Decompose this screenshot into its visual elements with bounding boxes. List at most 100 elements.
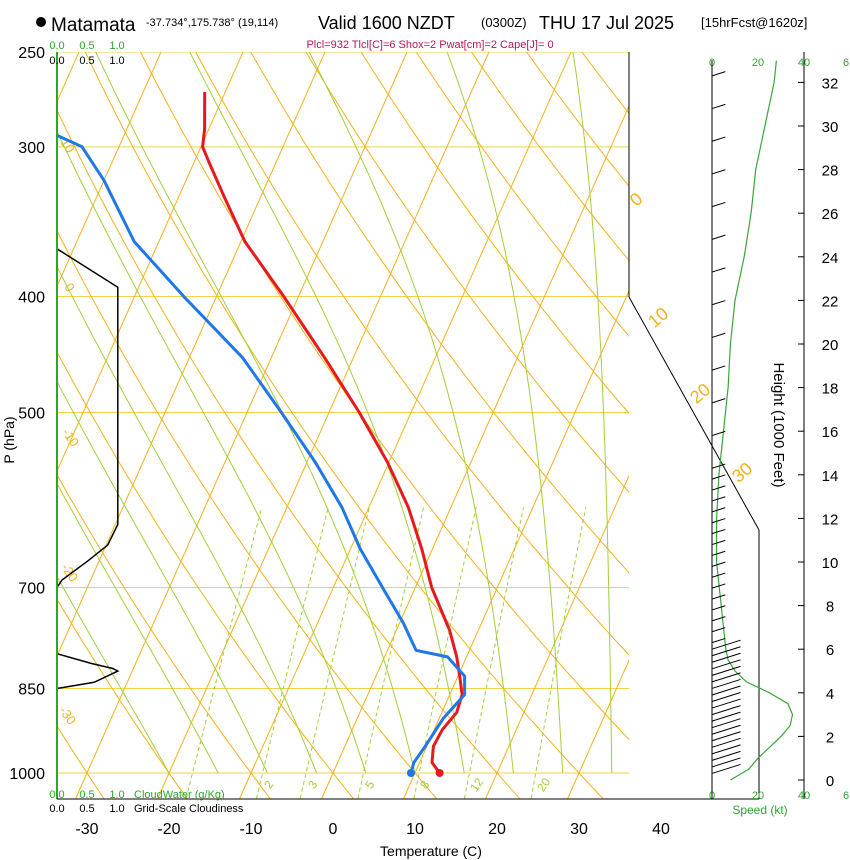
isotherm-label: 10 <box>644 303 672 331</box>
moist-adiabat-line <box>57 130 367 774</box>
sounding-profiles <box>57 91 467 777</box>
dry-adiabat-line <box>250 52 629 574</box>
wind-barb <box>711 731 741 742</box>
isotherm-line <box>57 52 326 658</box>
isotherm-line <box>485 474 629 799</box>
mixing-ratio-line <box>464 507 524 799</box>
wind-barb <box>711 398 726 404</box>
height-axis-title: Height (1000 Feet) <box>770 362 787 487</box>
mixing-ratio-label: 12 <box>467 775 486 794</box>
speed-tick-top: 20 <box>752 57 764 69</box>
wind-barb <box>711 430 726 437</box>
dry-adiabat-line <box>139 52 629 741</box>
speed-axis-label: Speed (kt) <box>732 803 787 817</box>
moist-adiabat-line <box>446 52 564 774</box>
isotherm-line <box>57 52 244 473</box>
pressure-tick: 300 <box>18 140 45 157</box>
mixing-ratio-label: 3 <box>305 778 320 792</box>
speed-tick-bottom: 40 <box>798 790 810 802</box>
wind-barb <box>711 692 741 702</box>
isotherm-line <box>57 52 162 288</box>
height-tick: 28 <box>822 163 839 180</box>
isobar-lines <box>57 52 629 774</box>
isotherm-line <box>567 659 629 799</box>
height-tick: 0 <box>826 773 834 790</box>
dry-adiabat-label: -10 <box>59 425 82 449</box>
wind-barb <box>711 583 726 589</box>
wind-barb <box>711 763 741 774</box>
bottom-cloudiness-scale-label: 1.0 <box>109 803 124 815</box>
top-cloudwater-scale-label: 1.0 <box>109 40 124 52</box>
pressure-tick: 1000 <box>9 766 45 783</box>
wind-barb <box>711 528 726 535</box>
wind-barb <box>711 652 741 663</box>
dewpoint-line <box>57 133 467 774</box>
wind-speed-line <box>715 60 794 781</box>
dry-adiabat-line <box>305 52 629 493</box>
wind-barb <box>711 267 726 273</box>
isotherm-line <box>75 52 408 799</box>
mixing-ratio-line <box>357 507 425 799</box>
valid-date: THU 17 Jul 2025 <box>539 13 674 33</box>
isotherm-line <box>321 104 629 799</box>
height-tick: 30 <box>822 119 839 136</box>
wind-barb <box>711 737 741 748</box>
temperature-tick: 30 <box>570 821 588 838</box>
wind-barb <box>711 698 741 709</box>
wind-barb <box>711 201 726 208</box>
wind-barb <box>711 685 741 696</box>
wind-barb <box>711 300 726 306</box>
wind-barb <box>711 507 726 513</box>
pressure-tick: 400 <box>18 289 45 306</box>
wind-barb <box>711 169 726 175</box>
wind-barb <box>711 474 726 480</box>
wind-barb <box>711 561 726 567</box>
wind-barb <box>711 744 741 755</box>
forecast-tag: [15hrFcst@1620z] <box>701 15 807 30</box>
plot-frame <box>57 52 760 800</box>
wind-barb <box>711 639 741 650</box>
pressure-tick: 250 <box>18 45 45 62</box>
wind-barb <box>711 518 726 524</box>
dry-adiabat-line <box>57 598 188 799</box>
height-tick: 14 <box>822 468 839 485</box>
height-tick: 32 <box>822 75 839 92</box>
isotherm-line <box>239 52 572 799</box>
height-tick: 2 <box>826 729 834 746</box>
location-title: Matamata <box>51 15 136 36</box>
wind-barb <box>711 637 726 644</box>
height-tick: 10 <box>822 555 839 572</box>
dry-adiabat-line <box>675 31 850 799</box>
height-tick: 12 <box>822 511 839 528</box>
wind-barb <box>711 103 726 110</box>
bottom-cloudiness-scale-label: 0.0 <box>49 803 64 815</box>
cloudwater-label: CloudWater (g/Kg) <box>134 789 225 801</box>
isotherm-line <box>403 289 629 799</box>
wind-barb <box>711 659 741 670</box>
dry-adiabat-line <box>57 350 354 799</box>
speed-tick-bottom: 6 <box>843 790 849 802</box>
temperature-tick: 40 <box>652 821 670 838</box>
dry-adiabat-line <box>730 31 850 799</box>
pressure-tick: 850 <box>18 681 45 698</box>
temperature-tick: -10 <box>239 821 262 838</box>
moist-adiabat-line <box>189 52 465 774</box>
wind-barb <box>711 724 741 735</box>
height-tick: 26 <box>822 206 839 223</box>
wind-barb <box>711 550 726 556</box>
moist-adiabat-line <box>308 52 514 774</box>
mixing-ratio-line <box>185 507 263 799</box>
temperature-tick: 10 <box>406 821 424 838</box>
speed-tick-top: 6 <box>843 57 849 69</box>
cloudiness-label: Grid-Scale Cloudiness <box>134 803 244 815</box>
moist-adiabat-line <box>572 52 613 773</box>
mixing-ratio-line <box>530 507 587 799</box>
dry-adiabat-line <box>581 52 629 115</box>
x-axis-title: Temperature (C) <box>380 843 482 859</box>
wind-barb <box>711 718 741 729</box>
temperature-line <box>201 91 464 774</box>
speed-tick-bottom: 20 <box>752 790 764 802</box>
dry-adiabat-line <box>621 31 850 799</box>
